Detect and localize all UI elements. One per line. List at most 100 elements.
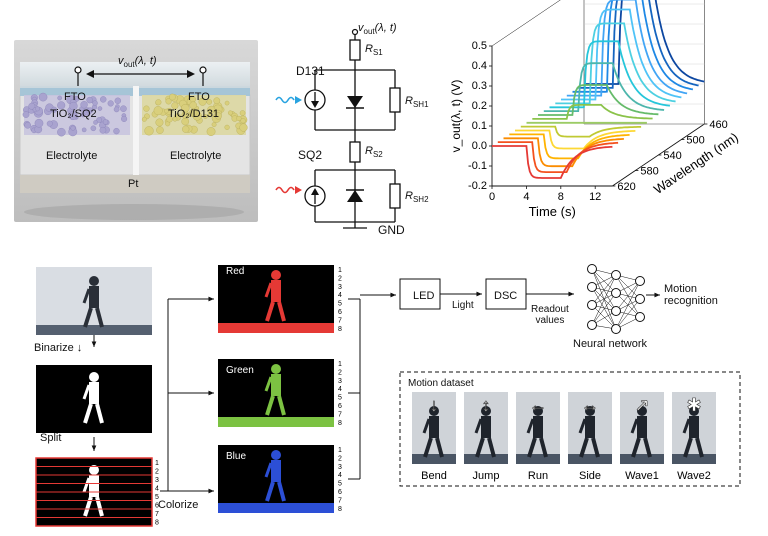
person-leg <box>83 307 93 328</box>
y-tick-label: 0.0 <box>472 140 487 152</box>
dataset-floor <box>568 454 612 464</box>
red-channel-floor <box>218 323 334 333</box>
red-channel-label: Red <box>226 266 245 277</box>
arrow-split-head <box>91 445 97 451</box>
dataset-person <box>630 406 652 458</box>
person-torso <box>429 416 439 438</box>
person-leg <box>643 437 652 458</box>
sq2-particle <box>86 96 93 104</box>
sq2-particle <box>121 115 128 122</box>
person-leg <box>695 437 704 458</box>
green-row-number: 7 <box>338 411 342 418</box>
binarize-label: Binarize ↓ <box>34 342 83 354</box>
person-torso <box>89 382 99 404</box>
axis-line <box>491 0 561 47</box>
person-torso <box>481 416 491 438</box>
nn-edge <box>615 280 641 330</box>
x-tick-label: 0 <box>489 191 495 203</box>
nn-node <box>587 264 597 274</box>
series-line-530 <box>543 62 665 112</box>
d131-particle <box>182 125 190 133</box>
person-leg <box>579 437 589 458</box>
series-line-490 <box>566 0 688 97</box>
person-torso <box>89 475 99 497</box>
arrow-to-green-head <box>208 390 214 396</box>
sq2-particle <box>93 120 98 125</box>
split-label: Split <box>40 432 62 444</box>
series-line-510 <box>555 22 676 105</box>
split-row-number: 1 <box>155 460 159 467</box>
red-row-number: 4 <box>338 292 342 299</box>
gnd-label: GND <box>378 223 405 237</box>
person-arm <box>526 418 535 434</box>
y-tick-label: 0.4 <box>472 60 487 72</box>
sq2-label: SQ2 <box>298 148 323 162</box>
d131-particle <box>171 102 179 110</box>
dataset-person <box>474 406 496 458</box>
readout-values-label: Readout values <box>531 304 569 326</box>
y-axis-label: v_out(λ, t) (V) <box>449 80 463 153</box>
sq2-particle <box>81 127 87 133</box>
layer-right-label: TiO₂/D131 <box>168 108 219 120</box>
person-head <box>533 406 543 416</box>
split-row-number: 5 <box>155 494 159 501</box>
led-label: LED <box>413 290 435 302</box>
series-line-550 <box>532 104 653 120</box>
person-torso <box>89 286 99 308</box>
person-silhouette <box>82 276 104 328</box>
blue-row-number: 2 <box>338 455 342 462</box>
d131-particle <box>190 109 198 117</box>
electrolyte-left-label: Electrolyte <box>46 150 98 162</box>
d131-particle <box>153 106 163 116</box>
z-tick-label: 580 <box>640 166 658 178</box>
d131-particle <box>224 124 230 130</box>
red-row-number: 5 <box>338 301 342 308</box>
arrow-to-led-head <box>390 292 396 298</box>
blue-channel-label: Blue <box>226 451 247 462</box>
person-leg <box>435 437 444 458</box>
person-leg <box>265 301 275 322</box>
person-leg <box>475 437 485 458</box>
blue-row-number: 7 <box>338 497 342 504</box>
person-leg <box>683 437 693 458</box>
nn-node <box>635 312 645 322</box>
split-row-number: 7 <box>155 511 159 518</box>
person-leg <box>83 403 93 424</box>
dataset-label-run: Run <box>528 470 548 482</box>
dsc-label: DSC <box>494 290 518 302</box>
person-torso <box>585 416 595 438</box>
dataset-label-wave1: Wave1 <box>625 470 659 482</box>
sq2-particle <box>28 102 36 110</box>
green-channel-label: Green <box>226 365 254 376</box>
split-row-number: 6 <box>155 503 159 510</box>
nn-node <box>611 288 621 298</box>
sq2-particle <box>99 126 107 134</box>
green-row-number: 5 <box>338 395 342 402</box>
person-head <box>429 406 439 416</box>
nn-edge <box>591 274 617 306</box>
person-head <box>637 406 647 416</box>
split-row-number: 3 <box>155 477 159 484</box>
sq2-particle <box>57 95 63 101</box>
person-arm <box>630 418 639 434</box>
sq2-particle <box>107 100 114 107</box>
d131-particle <box>166 115 173 123</box>
sq2-particle <box>113 127 120 135</box>
z-tick-label: 460 <box>709 119 727 131</box>
dsc-box <box>485 278 527 310</box>
sq2-particle <box>96 117 102 123</box>
pipeline-diagram: 12345678123456781234567812345678↓Bend↕Ju… <box>35 264 741 527</box>
dataset-floor <box>620 454 664 464</box>
nn-node <box>611 270 621 280</box>
waterfall-chart: -0.2 -0.1 0.0 0.1 0.2 0.3 0.4 0.5 0 4 8 12 460 500 540… <box>449 0 741 219</box>
d131-particle <box>144 126 154 136</box>
person-leg <box>265 481 275 502</box>
arrow-binarize-head <box>91 341 97 347</box>
dataset-floor <box>412 454 456 464</box>
person-head <box>271 364 281 374</box>
neural-network-label: Neural network <box>573 338 647 350</box>
nn-node <box>635 276 645 286</box>
red-row-number: 6 <box>338 309 342 316</box>
photo-floor <box>36 325 152 335</box>
blue-channel-silhouette <box>264 450 286 502</box>
